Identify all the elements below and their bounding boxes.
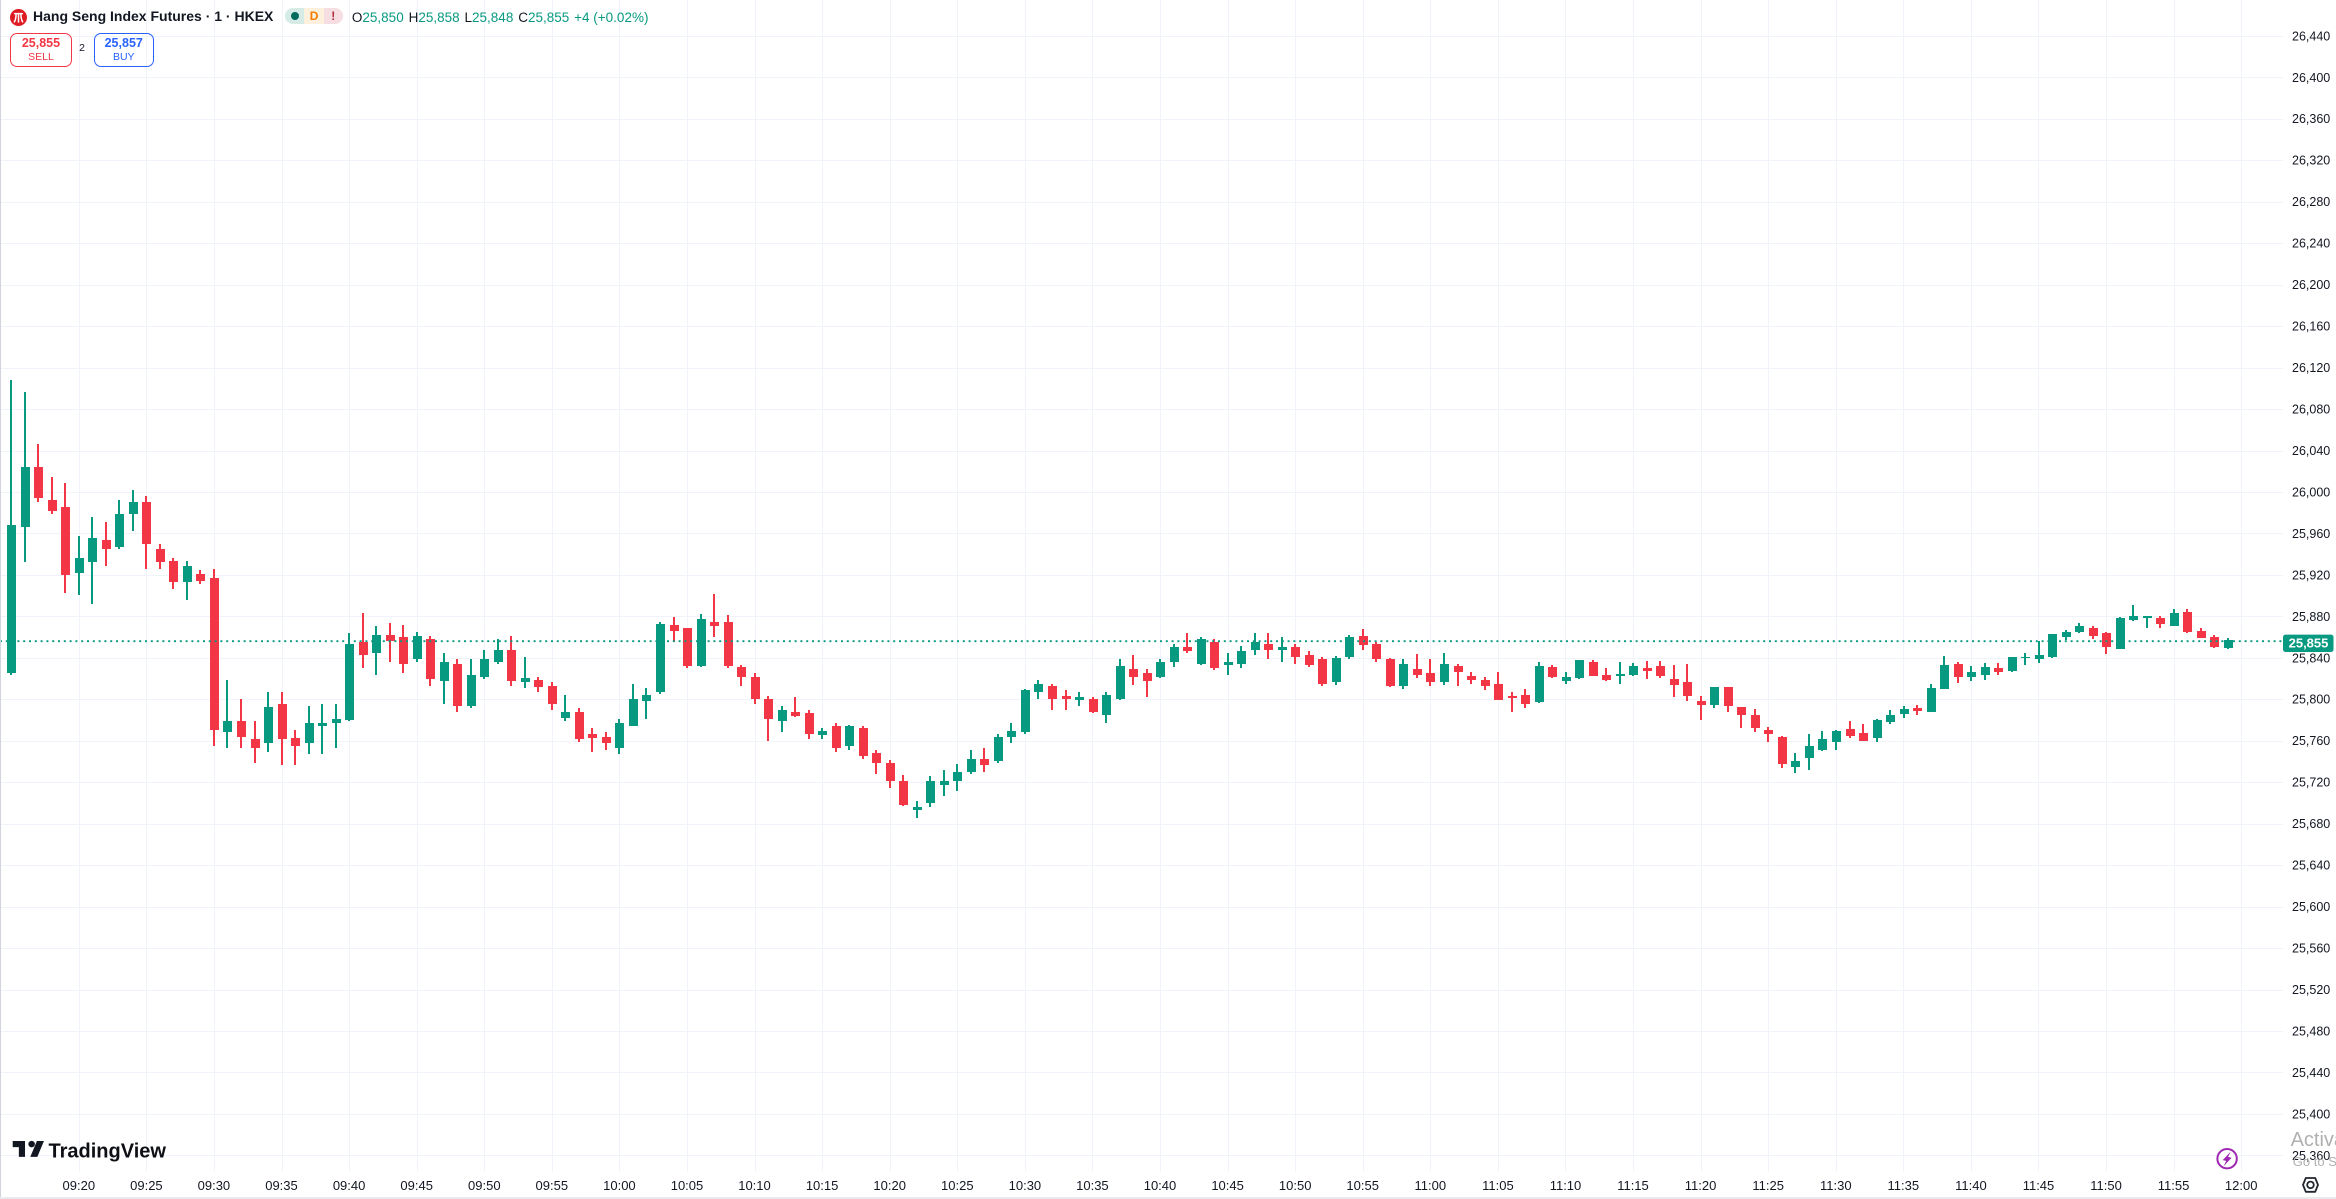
svg-text:26,440: 26,440 — [2292, 29, 2330, 43]
svg-text:09:25: 09:25 — [130, 1178, 163, 1193]
svg-text:11:00: 11:00 — [1415, 1178, 1447, 1193]
svg-text:10:10: 10:10 — [738, 1178, 771, 1193]
svg-text:25,600: 25,600 — [2292, 900, 2330, 914]
svg-text:10:05: 10:05 — [671, 1178, 704, 1193]
svg-text:26,200: 26,200 — [2292, 278, 2330, 292]
svg-text:26,280: 26,280 — [2292, 195, 2330, 209]
svg-text:25,400: 25,400 — [2292, 1107, 2330, 1121]
svg-text:10:25: 10:25 — [941, 1178, 974, 1193]
svg-text:26,240: 26,240 — [2292, 237, 2330, 251]
svg-text:25,560: 25,560 — [2292, 942, 2330, 956]
svg-text:09:35: 09:35 — [265, 1178, 298, 1193]
svg-text:10:00: 10:00 — [603, 1178, 636, 1193]
svg-text:11:35: 11:35 — [1888, 1178, 1920, 1193]
svg-text:26,120: 26,120 — [2292, 361, 2330, 375]
svg-text:11:25: 11:25 — [1752, 1178, 1784, 1193]
svg-text:10:35: 10:35 — [1076, 1178, 1109, 1193]
svg-text:25,855: 25,855 — [2289, 635, 2329, 650]
svg-text:26,000: 26,000 — [2292, 485, 2330, 499]
svg-text:26,040: 26,040 — [2292, 444, 2330, 458]
svg-text:26,360: 26,360 — [2292, 112, 2330, 126]
svg-text:11:40: 11:40 — [1955, 1178, 1987, 1193]
svg-text:11:20: 11:20 — [1685, 1178, 1717, 1193]
svg-text:25,800: 25,800 — [2292, 693, 2330, 707]
svg-text:09:55: 09:55 — [536, 1178, 569, 1193]
svg-text:09:50: 09:50 — [468, 1178, 501, 1193]
svg-text:25,680: 25,680 — [2292, 817, 2330, 831]
svg-text:25,960: 25,960 — [2292, 527, 2330, 541]
svg-text:10:45: 10:45 — [1211, 1178, 1244, 1193]
svg-text:26,400: 26,400 — [2292, 71, 2330, 85]
svg-text:09:45: 09:45 — [400, 1178, 433, 1193]
svg-text:25,760: 25,760 — [2292, 734, 2330, 748]
svg-text:12:00: 12:00 — [2225, 1178, 2258, 1193]
svg-text:25,840: 25,840 — [2292, 651, 2330, 665]
svg-text:11:45: 11:45 — [2023, 1178, 2055, 1193]
svg-text:25,440: 25,440 — [2292, 1066, 2330, 1080]
svg-text:25,720: 25,720 — [2292, 776, 2330, 790]
svg-text:11:15: 11:15 — [1617, 1178, 1649, 1193]
svg-text:25,640: 25,640 — [2292, 859, 2330, 873]
svg-text:26,320: 26,320 — [2292, 154, 2330, 168]
svg-text:25,480: 25,480 — [2292, 1024, 2330, 1038]
svg-text:11:30: 11:30 — [1820, 1178, 1852, 1193]
svg-text:10:15: 10:15 — [806, 1178, 839, 1193]
svg-text:11:10: 11:10 — [1550, 1178, 1582, 1193]
svg-text:10:40: 10:40 — [1144, 1178, 1177, 1193]
svg-text:Activate Windows: Activate Windows — [2291, 1129, 2336, 1151]
svg-text:26,080: 26,080 — [2292, 403, 2330, 417]
svg-text:09:40: 09:40 — [333, 1178, 366, 1193]
svg-text:10:50: 10:50 — [1279, 1178, 1312, 1193]
svg-text:09:30: 09:30 — [198, 1178, 231, 1193]
svg-text:11:55: 11:55 — [2158, 1178, 2190, 1193]
svg-text:11:05: 11:05 — [1482, 1178, 1514, 1193]
svg-text:11:50: 11:50 — [2090, 1178, 2122, 1193]
svg-text:25,880: 25,880 — [2292, 610, 2330, 624]
svg-text:25,520: 25,520 — [2292, 983, 2330, 997]
svg-text:TradingView: TradingView — [49, 1141, 167, 1163]
svg-text:09:20: 09:20 — [63, 1178, 96, 1193]
svg-text:10:55: 10:55 — [1346, 1178, 1379, 1193]
svg-text:Go to Settings to activate Win: Go to Settings to activate Windows. — [2293, 1154, 2336, 1169]
svg-text:26,160: 26,160 — [2292, 320, 2330, 334]
svg-text:25,920: 25,920 — [2292, 568, 2330, 582]
svg-text:10:30: 10:30 — [1009, 1178, 1042, 1193]
svg-text:25,360: 25,360 — [2292, 1149, 2330, 1163]
svg-text:10:20: 10:20 — [873, 1178, 906, 1193]
